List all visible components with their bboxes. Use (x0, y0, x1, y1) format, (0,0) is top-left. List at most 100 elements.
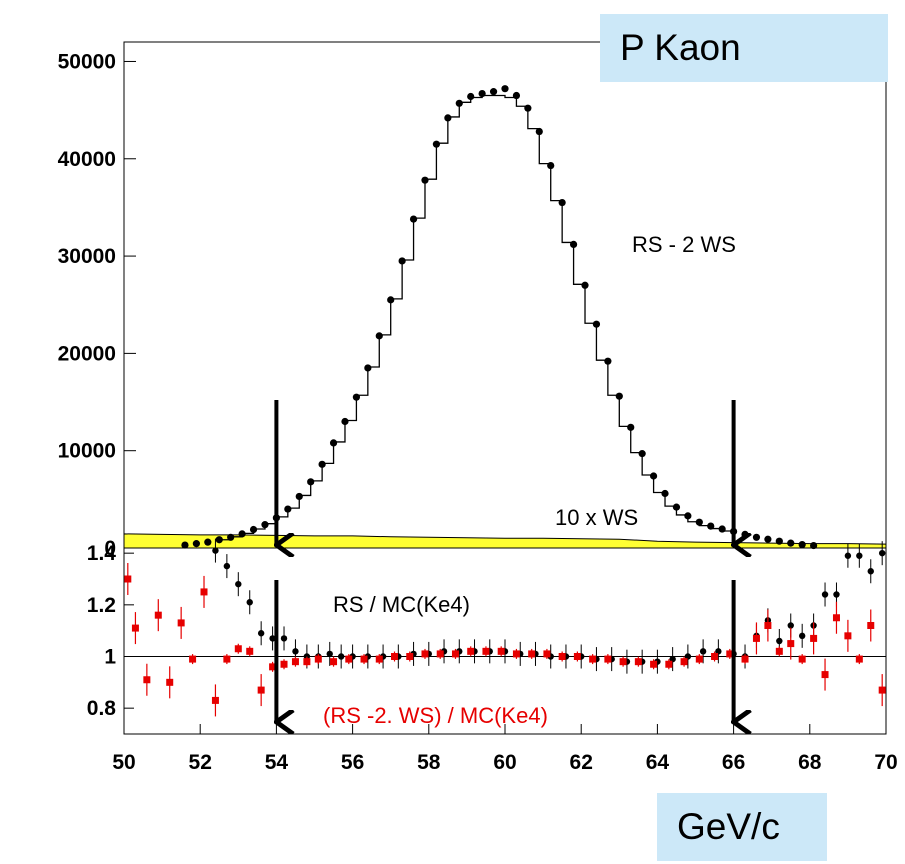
rs-ratio-point (223, 562, 231, 570)
data-point (752, 533, 761, 541)
rsws-ratio-point (257, 686, 265, 694)
xtick-label: 60 (493, 751, 516, 774)
data-point (284, 505, 292, 513)
data-point (478, 89, 486, 98)
data-point (707, 522, 715, 530)
data-point (718, 525, 726, 533)
data-point (295, 492, 303, 501)
mc-histogram (219, 94, 734, 541)
rsws-ratio-point (154, 611, 162, 619)
rsws-ratio-point (189, 655, 197, 663)
data-point (741, 530, 749, 538)
annotation-10xws: 10 x WS (555, 505, 638, 530)
top-ytick-label: 0 (104, 537, 116, 560)
rsws-ratio-point (303, 658, 311, 666)
rsws-ratio-point (200, 588, 208, 596)
annotation-rs-mc: RS / MC(Ke4) (333, 592, 470, 617)
rsws-ratio-point (375, 655, 383, 663)
top-ytick-label: 50000 (58, 50, 116, 73)
data-point (387, 296, 395, 304)
rsws-ratio-point (810, 634, 818, 642)
data-point (649, 472, 658, 480)
data-point (810, 541, 818, 550)
data-point (558, 198, 566, 207)
rs-ratio-point (235, 580, 242, 588)
rsws-ratio-point (764, 622, 772, 629)
unit-box: GeV/c (657, 793, 827, 861)
data-point (787, 539, 795, 547)
rsws-ratio-point (124, 575, 132, 583)
data-point (398, 257, 406, 265)
rsws-ratio-point (467, 647, 475, 655)
rsws-ratio-point (619, 658, 627, 666)
rs-ratio-point (326, 650, 333, 658)
bottom-ytick-label: 0.8 (87, 697, 117, 720)
rsws-ratio-point (223, 655, 231, 663)
data-point (261, 521, 269, 529)
rs-ratio-point (821, 591, 829, 598)
xtick-label: 56 (341, 751, 364, 774)
data-point (432, 140, 441, 148)
top-ytick-label: 40000 (58, 148, 116, 171)
rsws-ratio-point (211, 696, 219, 704)
arrows-layer (276, 400, 733, 722)
xtick-label: 54 (265, 751, 289, 774)
rsws-ratio-point (345, 655, 353, 663)
data-point (615, 392, 623, 400)
xtick-label: 64 (646, 751, 670, 774)
rsws-ratio-point (143, 676, 151, 684)
bottom-ytick-label: 1.2 (87, 594, 116, 617)
rs-ratio-point (292, 648, 299, 655)
data-point (489, 88, 498, 96)
rsws-ratio-point (711, 653, 719, 660)
rsws-ratio-point (406, 653, 414, 660)
rsws-ratio-point (528, 650, 536, 658)
data-point (215, 536, 223, 544)
xtick-label: 62 (570, 751, 593, 774)
rsws-ratio-point (798, 655, 806, 663)
rsws-ratio-point (604, 655, 612, 663)
rsws-ratio-point (269, 663, 277, 671)
rsws-ratio-point (787, 640, 795, 648)
rs-ratio-point (856, 552, 863, 559)
data-point (775, 537, 783, 545)
data-point (455, 99, 463, 107)
data-point (307, 478, 315, 486)
rsws-ratio-point (421, 650, 429, 658)
data-point (524, 104, 532, 112)
data-point (204, 538, 212, 546)
xtick-label: 66 (722, 751, 745, 774)
data-point (512, 91, 521, 100)
rsws-ratio-point (878, 686, 886, 694)
rsws-ratio-point (589, 655, 597, 663)
rs-ratio-point (257, 630, 265, 637)
rsws-ratio-point (867, 622, 875, 629)
rs-ratio-point (303, 653, 311, 660)
data-point (329, 439, 338, 447)
rsws-ratio-point (131, 624, 139, 632)
rsws-ratio-point (436, 650, 444, 658)
rs-ratio-point (833, 591, 840, 598)
title-box: P Kaon (600, 14, 888, 82)
data-point (638, 450, 646, 458)
data-point (627, 423, 635, 431)
data-point (192, 540, 200, 548)
rsws-ratio-point (330, 658, 338, 666)
rsws-ratio-point (234, 645, 242, 653)
data-point (467, 92, 475, 101)
data-point (501, 85, 509, 93)
rsws-ratio-point (821, 671, 829, 679)
data-point (764, 535, 772, 543)
data-point (604, 357, 612, 365)
ws-area (123, 533, 887, 549)
rs-ratio-point (669, 655, 676, 663)
rsws-ratio-point (726, 650, 734, 658)
data-point (569, 240, 578, 248)
data-point (684, 512, 692, 520)
rsws-ratio-point (451, 650, 459, 658)
data-point (238, 530, 246, 538)
rsws-ratio-point (166, 678, 174, 686)
data-point (318, 460, 326, 468)
data-point (249, 525, 258, 534)
rsws-ratio-point (832, 614, 840, 622)
